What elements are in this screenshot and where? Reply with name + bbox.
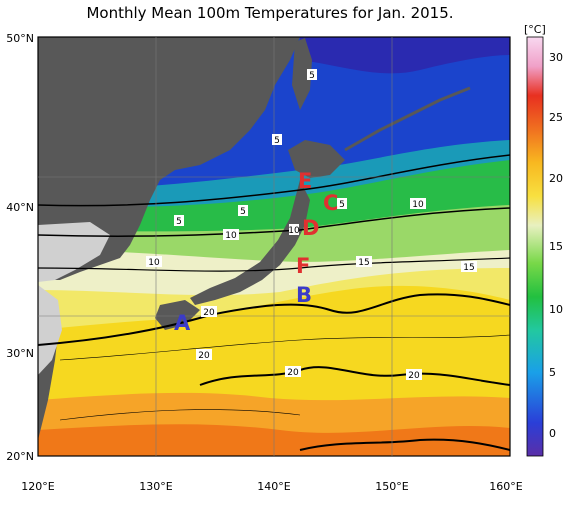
colorbar: [°C] 30 25 20 15 10 5 0 [524,23,563,457]
contour-15 [38,257,510,272]
colorbar-tick-0: 0 [549,427,556,440]
site-label-e: E [298,169,312,193]
site-label-d: D [302,216,319,240]
contours [38,154,510,451]
site-label-c: C [323,191,338,215]
contour-label: 5 [339,200,345,210]
contour-label: 15 [463,263,474,273]
contour-minor2 [59,334,510,361]
colorbar-tick-20: 20 [549,172,563,185]
contour-label: 20 [203,308,215,318]
contour-label: 5 [309,71,315,81]
colorbar-unit: [°C] [524,23,546,36]
colorbar-tick-10: 10 [549,303,563,316]
continent-land [38,37,300,280]
gridlines [38,37,510,456]
lon-label-150: 150°E [375,480,408,493]
contour-label: 10 [225,231,237,241]
colorbar-tick-5: 5 [549,366,556,379]
contour-label: 5 [274,136,280,146]
lon-label-120: 120°E [21,480,54,493]
contour-20-south [199,366,510,386]
contour-5 [38,154,510,207]
map-title: Monthly Mean 100m Temperatures for Jan. … [86,4,454,22]
lat-label-20: 20°N [6,450,34,463]
contour-label: 20 [287,368,299,378]
contour-label: 10 [148,258,160,268]
site-label-f: F [296,254,310,278]
contour-minor [59,409,301,421]
lat-label-40: 40°N [6,201,34,214]
lat-label-50: 50°N [6,32,34,45]
contour-label: 20 [408,371,420,381]
china-light-land [38,285,62,375]
colorbar-tick-30: 30 [549,51,563,64]
sea-okhotsk-zone [300,37,510,74]
site-label-b: B [296,283,312,307]
contour-label: 10 [412,200,424,210]
korea-land [38,222,110,282]
contour-label: 5 [176,217,182,227]
contour-label: 15 [358,258,369,268]
lon-label-130: 130°E [139,480,172,493]
sakhalin-land [292,38,312,110]
contour-25 [299,438,510,451]
colorbar-tick-25: 25 [549,111,563,124]
kyushu-land [155,300,200,330]
contour-20 [38,293,510,346]
contour-labels: 5 5 5 5 10 10 10 10 15 15 20 20 20 20 5 [146,69,477,381]
kuril-islands [344,86,471,152]
contour-label: 10 [288,226,300,236]
hokkaido-land [288,140,345,178]
colorbar-tick-15: 15 [549,240,563,253]
contour-10 [38,207,510,237]
lon-label-160: 160°E [489,480,522,493]
contour-label: 20 [198,351,210,361]
lat-label-30: 30°N [6,347,34,360]
contour-label: 5 [240,207,246,217]
site-label-a: A [174,311,191,335]
colorbar-gradient [526,36,544,457]
honshu-land [190,180,310,305]
lon-label-140: 140°E [257,480,290,493]
